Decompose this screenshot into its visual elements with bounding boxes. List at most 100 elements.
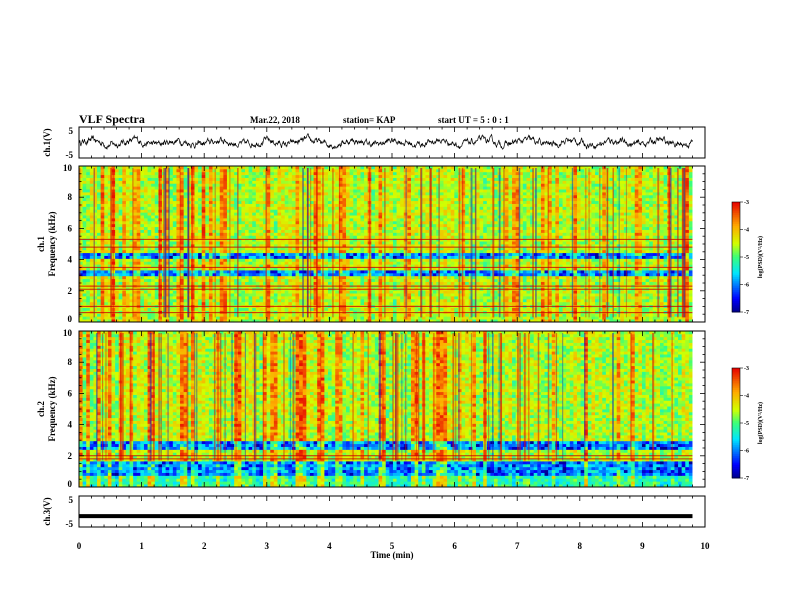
spectrogram-cell xyxy=(125,238,130,242)
spectrogram-cell xyxy=(270,319,275,323)
spectrogram-cell xyxy=(670,307,675,311)
spectrogram-cell xyxy=(107,246,112,251)
spectrogram-cell xyxy=(154,272,159,277)
spectrogram-cell xyxy=(277,316,282,320)
spectrogram-cell xyxy=(613,255,618,259)
spectrogram-cell xyxy=(97,264,102,268)
spectrogram-cell xyxy=(208,258,213,262)
spectrogram-cell xyxy=(447,301,452,306)
spectrogram-cell xyxy=(136,272,141,277)
spectrogram-cell xyxy=(432,313,437,317)
spectrogram-cell xyxy=(389,296,394,300)
spectrogram-cell xyxy=(299,296,304,300)
spectrogram-cell xyxy=(93,252,98,256)
spectrogram-cell xyxy=(378,301,383,306)
spectrogram-cell xyxy=(284,272,289,277)
spectrogram-cell xyxy=(107,313,112,317)
spectrogram-cell xyxy=(172,249,177,254)
spectrogram-cell xyxy=(645,244,650,248)
spectrogram-cell xyxy=(519,301,524,306)
spectrogram-cell xyxy=(591,298,596,303)
spectrogram-cell xyxy=(252,293,257,297)
spectrogram-cell xyxy=(558,296,563,300)
spectrogram-cell xyxy=(400,298,405,303)
spectrogram-cell xyxy=(465,313,470,317)
spectrogram-cell xyxy=(649,301,654,306)
spectrogram-cell xyxy=(465,258,470,262)
spectrogram-cell xyxy=(122,275,127,280)
spectrogram-cell xyxy=(107,252,112,256)
spectrogram-cell xyxy=(180,270,185,274)
spectrogram-cell xyxy=(627,261,632,265)
spectrogram-cell xyxy=(324,255,329,259)
spectrogram-cell xyxy=(674,313,679,317)
spectrogram-cell xyxy=(392,290,397,294)
spectrogram-cell xyxy=(176,241,181,245)
spectrogram-cell xyxy=(494,244,499,248)
spectrogram-cell xyxy=(479,270,484,274)
spectrogram-cell xyxy=(425,307,430,311)
spectrogram-cell xyxy=(537,316,542,320)
spectrogram-cell xyxy=(620,290,625,294)
spectrogram-cell xyxy=(252,278,257,282)
spectrogram-cell xyxy=(295,290,300,294)
spectrogram-cell xyxy=(465,238,470,242)
spectrogram-cell xyxy=(255,258,260,262)
spectrogram-cell xyxy=(407,267,412,271)
spectrogram-cell xyxy=(349,238,354,242)
spectrogram-cell xyxy=(685,246,690,251)
spectrogram-cell xyxy=(133,316,138,320)
spectrogram-cell xyxy=(512,319,517,323)
spectrogram-cell xyxy=(418,316,423,320)
spectrogram-cell xyxy=(411,261,416,265)
spectrogram-cell xyxy=(133,241,138,245)
spectrogram-cell xyxy=(212,316,217,320)
spectrogram-cell xyxy=(190,258,195,262)
spectrogram-cell xyxy=(136,319,141,323)
spectrogram-cell xyxy=(129,241,134,245)
spectrogram-cell xyxy=(465,290,470,294)
spectrogram-cell xyxy=(129,278,134,282)
spectrogram-cell xyxy=(176,301,181,306)
spectrogram-cell xyxy=(82,290,87,294)
spectrogram-cell xyxy=(504,298,509,303)
spectrogram-cell xyxy=(295,255,300,259)
spectrogram-cell xyxy=(349,270,354,274)
spectrogram-cell xyxy=(277,281,282,285)
spectrogram-cell xyxy=(97,244,102,248)
spectrogram-cell xyxy=(660,249,665,254)
spectrogram-cell xyxy=(248,319,253,323)
spectrogram-cell xyxy=(115,272,120,277)
spectrogram-cell xyxy=(479,244,484,248)
spectrogram-cell xyxy=(591,241,596,245)
spectrogram-cell xyxy=(328,264,333,268)
spectrogram-cell xyxy=(93,272,98,277)
ch1-ylabel: ch.1(V) xyxy=(42,128,52,156)
spectrogram-cell xyxy=(562,307,567,311)
spectrogram-cell xyxy=(522,272,527,277)
spectrogram-cell xyxy=(537,272,542,277)
spectrogram-cell xyxy=(335,252,340,256)
spectrogram-cell xyxy=(641,249,646,254)
spectrogram-cell xyxy=(122,244,127,248)
spectrogram-cell xyxy=(475,298,480,303)
spectrogram-cell xyxy=(223,246,228,251)
spectrogram-cell xyxy=(248,244,253,248)
spectrogram-cell xyxy=(302,293,307,297)
spectrogram-cell xyxy=(392,293,397,297)
spectrogram-cell xyxy=(627,272,632,277)
spectrogram-cell xyxy=(522,244,527,248)
spectrogram-cell xyxy=(86,296,91,300)
spectrogram-cell xyxy=(291,249,296,254)
spectrogram-cell xyxy=(558,278,563,282)
spectrogram-cell xyxy=(638,272,643,277)
spectrogram-cell xyxy=(143,296,148,300)
spectrogram-cell xyxy=(512,313,517,317)
spectrogram-cell xyxy=(165,275,170,280)
spectrogram-cell xyxy=(551,278,556,282)
spectrogram-cell xyxy=(277,246,282,251)
spectrogram-cell xyxy=(663,281,668,285)
spectrogram-cell xyxy=(115,275,120,280)
spectrogram-cell xyxy=(641,275,646,280)
spectrogram-cell xyxy=(450,255,455,259)
